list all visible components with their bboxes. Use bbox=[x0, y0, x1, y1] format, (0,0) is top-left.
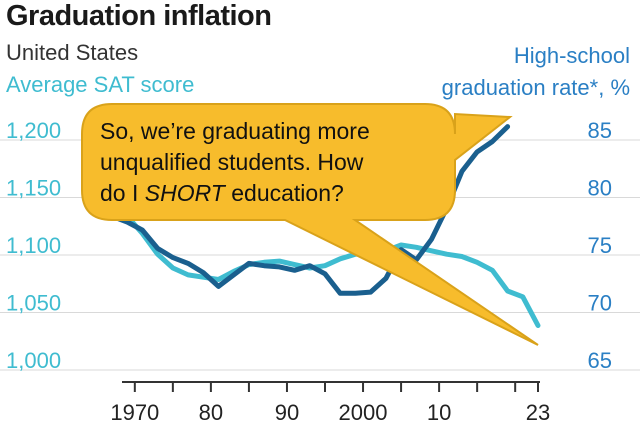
x-tick-label: 2000 bbox=[339, 400, 388, 425]
right-tick-label: 70 bbox=[588, 291, 612, 316]
speech-bubble bbox=[81, 103, 539, 346]
callout-line-3-post: education? bbox=[224, 180, 344, 206]
right-tick-labels: 65 70 75 80 85 bbox=[588, 118, 612, 373]
left-tick-label: 1,200 bbox=[6, 118, 61, 143]
left-tick-label: 1,050 bbox=[6, 291, 61, 316]
callout-line-2: unqualified students. How bbox=[100, 149, 364, 175]
x-tick-label: 1970 bbox=[110, 400, 159, 425]
right-tick-label: 75 bbox=[588, 233, 612, 258]
x-tick-label: 90 bbox=[275, 400, 299, 425]
x-tick-label: 10 bbox=[427, 400, 451, 425]
left-tick-label: 1,100 bbox=[6, 233, 61, 258]
callout-emphasis: SHORT bbox=[144, 180, 225, 206]
left-tick-labels: 1,000 1,050 1,100 1,150 1,200 bbox=[6, 118, 61, 373]
x-tick-label: 23 bbox=[526, 400, 550, 425]
right-tick-label: 65 bbox=[588, 348, 612, 373]
left-tick-label: 1,150 bbox=[6, 176, 61, 201]
callout-line-3: do I SHORT education? bbox=[100, 178, 450, 209]
right-axis-title-line2: graduation rate*, % bbox=[441, 75, 630, 100]
right-tick-label: 80 bbox=[588, 176, 612, 201]
chart-title: Graduation inflation bbox=[6, 0, 272, 32]
x-tick-label: 80 bbox=[199, 400, 223, 425]
right-axis-title: High-school graduation rate*, % bbox=[370, 40, 630, 104]
right-axis-title-line1: High-school bbox=[513, 43, 630, 68]
right-tick-label: 85 bbox=[588, 118, 612, 143]
left-tick-label: 1,000 bbox=[6, 348, 61, 373]
left-axis-title: Average SAT score bbox=[6, 72, 195, 97]
callout-line-3-pre: do I bbox=[100, 180, 145, 206]
chart-subtitle: United States bbox=[6, 40, 139, 65]
x-axis: 1970 80 90 2000 10 23 bbox=[110, 381, 550, 425]
speech-bubble-text: So, we’re graduating more unqualified st… bbox=[100, 116, 450, 209]
callout-line-1: So, we’re graduating more bbox=[100, 118, 370, 144]
